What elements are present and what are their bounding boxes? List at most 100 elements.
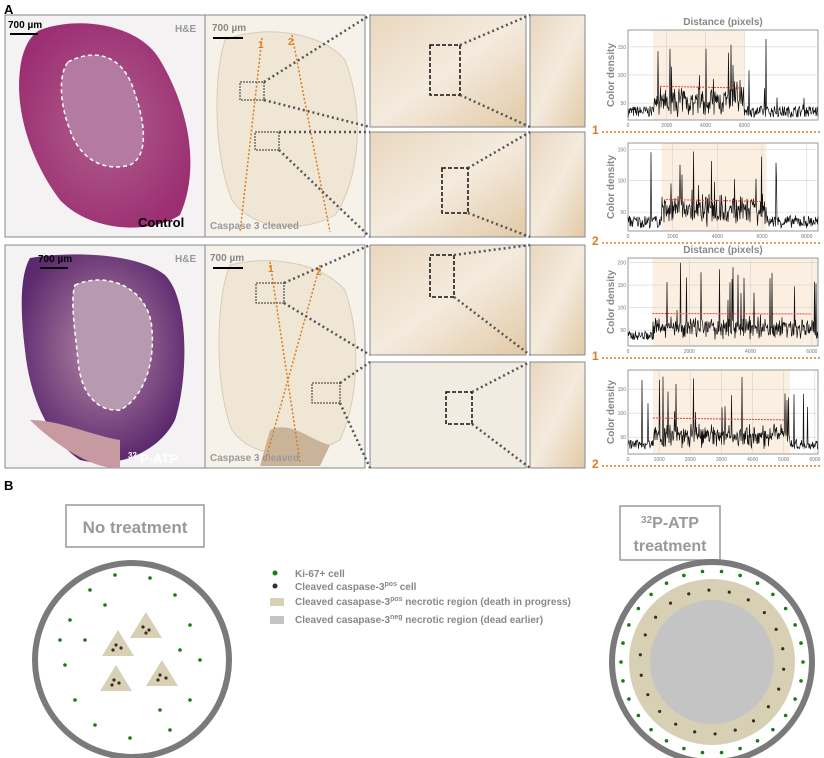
tumor-outline (32, 560, 232, 758)
x-tick-label: 0 (627, 457, 630, 463)
ki67-cell (755, 739, 760, 743)
x-tick-label: 4000 (712, 234, 723, 240)
ki67-cell (719, 750, 724, 755)
line-2-label: 2 (316, 267, 322, 278)
ki67-cell (68, 618, 72, 622)
y-tick-label: 50 (620, 101, 626, 107)
y-axis-label: Color density (606, 380, 617, 444)
caspase-cell (147, 628, 151, 632)
y-axis-label: Color density (606, 43, 617, 107)
y-tick-label: 150 (618, 283, 627, 289)
y-tick-label: 100 (618, 306, 627, 312)
caspase-cell (781, 647, 785, 651)
necrotic-neg-swatch (270, 616, 284, 624)
y-axis-label: Color density (606, 270, 617, 334)
caspase-cell (713, 732, 717, 736)
x-tick-label: 2000 (667, 234, 678, 240)
ki67-cell (738, 573, 742, 578)
ki67-cell (83, 638, 87, 642)
ki67-cell (188, 698, 192, 702)
x-tick-label: 8000 (801, 234, 812, 240)
legend-item: Ki-67+ cell (295, 569, 345, 580)
ki67-cell (793, 697, 797, 701)
ki67-cell (636, 713, 641, 718)
caspase-cell-marker (272, 583, 278, 589)
x-tick-label: 6000 (809, 457, 820, 463)
scale-bar-label: 700 µm (212, 23, 246, 34)
caspase-cell (114, 643, 118, 647)
x-tick-label: 0 (627, 123, 630, 129)
ki67-marker (272, 570, 278, 576)
x-tick-label: 2000 (685, 457, 696, 463)
no-treatment-diagram: No treatment (32, 504, 232, 758)
caspase-cell (762, 610, 766, 615)
y-tick-label: 100 (618, 179, 627, 185)
ki67-cell (188, 623, 192, 627)
ki67-cell (755, 581, 760, 585)
ki67-cell (649, 727, 653, 732)
caspase-cell (117, 681, 121, 685)
plot-frame (627, 142, 819, 232)
caspase-cell (658, 709, 662, 714)
caspase-cell (638, 653, 642, 657)
no-treatment-title: No treatment (83, 518, 188, 537)
ki67-cell (621, 641, 625, 645)
x-tick-label: 6000 (739, 123, 750, 129)
caspase-bottom-image: 1 2 700 µm Caspase 3 cleaved (204, 244, 366, 469)
legend-item: Cleaved casapase-3pos necrotic region (d… (295, 596, 571, 608)
y-tick-label: 100 (618, 411, 627, 417)
x-tick-label: 2000 (684, 349, 695, 355)
caspase-cell (646, 693, 650, 697)
caspase-cell (668, 601, 673, 605)
caspase-cell (733, 728, 737, 732)
y-tick-label: 50 (620, 435, 626, 441)
caspase-cell (164, 676, 168, 680)
panel-b-label: B (4, 478, 13, 493)
ki67-cell (173, 593, 177, 597)
x-tick-label: 5000 (778, 457, 789, 463)
density-trace (627, 151, 819, 229)
caspase-cell (782, 667, 786, 671)
ki67-cell (636, 606, 641, 611)
chart-title: Distance (pixels) (683, 17, 762, 28)
caspase-cell (158, 673, 162, 677)
caspase-cell (766, 705, 770, 709)
ki67-cell (682, 746, 686, 751)
no-treatment-title-box (65, 504, 205, 548)
ki67-cell (783, 713, 788, 718)
legend-item: Cleaved casapase-3neg necrotic region (d… (295, 614, 543, 626)
necrotic-pos-swatch (270, 598, 284, 606)
ki67-cell (627, 623, 631, 627)
ki67-cell (63, 663, 67, 667)
line-number-label: 1 (592, 349, 599, 363)
caspase-cell (110, 683, 114, 687)
zoom-crops (263, 13, 586, 469)
x-tick-label: 3000 (716, 457, 727, 463)
y-tick-label: 50 (620, 210, 626, 216)
ki67-cell (158, 708, 162, 712)
caspase-cell (774, 627, 778, 631)
necrotic-neg-core (650, 600, 774, 724)
y-tick-label: 200 (618, 261, 627, 267)
ki67-cell (719, 569, 724, 574)
panel-a-label: A (4, 2, 14, 17)
treatment-title-line2: treatment (634, 538, 708, 555)
x-tick-label: 2000 (661, 123, 672, 129)
control-he-image: 700 µm H&E Control (4, 14, 206, 238)
caspase-cell (674, 722, 678, 726)
treatment-diagram: 32P-ATP treatment (609, 505, 815, 758)
stain-label: Caspase 3 cleaved (210, 221, 299, 232)
ki67-cell (168, 728, 172, 732)
ki67-cell (649, 592, 653, 597)
y-tick-label: 50 (620, 328, 626, 334)
caspase-cell (643, 633, 647, 637)
caspase-cell (727, 590, 731, 594)
ki67-cell (621, 679, 625, 683)
caspase-cell (112, 678, 116, 682)
y-axis-label: Color density (606, 155, 617, 219)
stain-label: H&E (175, 24, 196, 35)
x-tick-label: 4000 (745, 349, 756, 355)
scale-bar-label: 700 µm (8, 20, 42, 31)
